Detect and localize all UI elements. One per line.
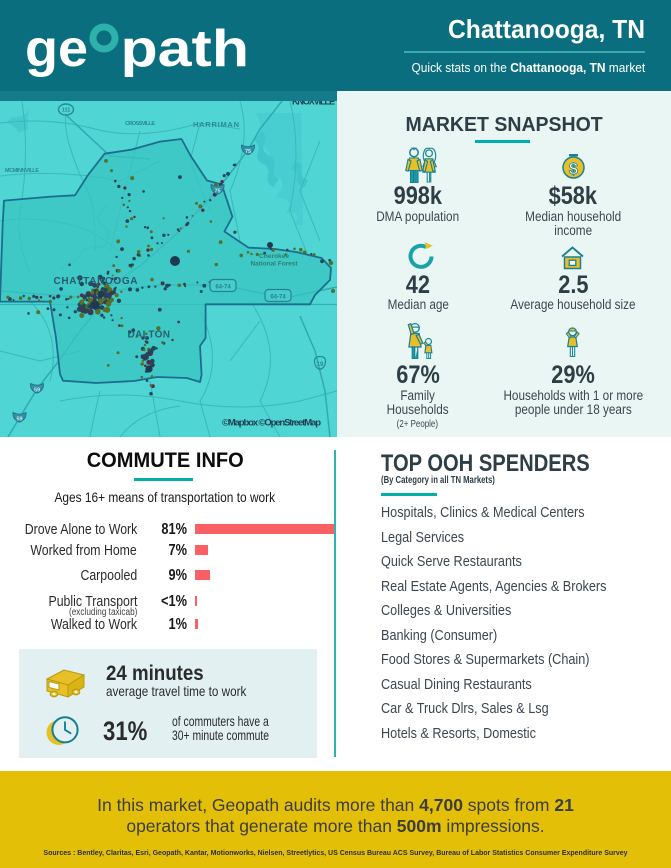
svg-text:path: path [121,20,250,78]
svg-text:$: $ [569,161,578,178]
svg-text:©Mapbox ©OpenStreetMap: ©Mapbox ©OpenStreetMap [222,418,321,429]
svg-text:Cherokee: Cherokee [259,253,289,260]
svg-text:MCMINNVILLE: MCMINNVILLE [5,168,39,174]
svg-text:64-74: 64-74 [215,284,231,290]
svg-text:19: 19 [317,362,324,368]
svg-text:CROSSVILLE: CROSSVILLE [125,121,155,127]
svg-text:59: 59 [34,388,40,394]
svg-text:KNOXVILLE: KNOXVILLE [292,101,336,107]
svg-text:75: 75 [214,189,220,195]
svg-text:HARRIMAN: HARRIMAN [193,120,240,129]
svg-text:CHATTANOOGA: CHATTANOOGA [54,276,140,287]
svg-text:National Forest: National Forest [251,261,299,268]
svg-text:59: 59 [16,417,22,423]
svg-text:75: 75 [245,149,251,155]
svg-text:111: 111 [62,108,71,114]
svg-text:DALTON: DALTON [128,330,172,341]
svg-text:64-74: 64-74 [270,294,286,300]
svg-text:ge: ge [25,20,88,78]
